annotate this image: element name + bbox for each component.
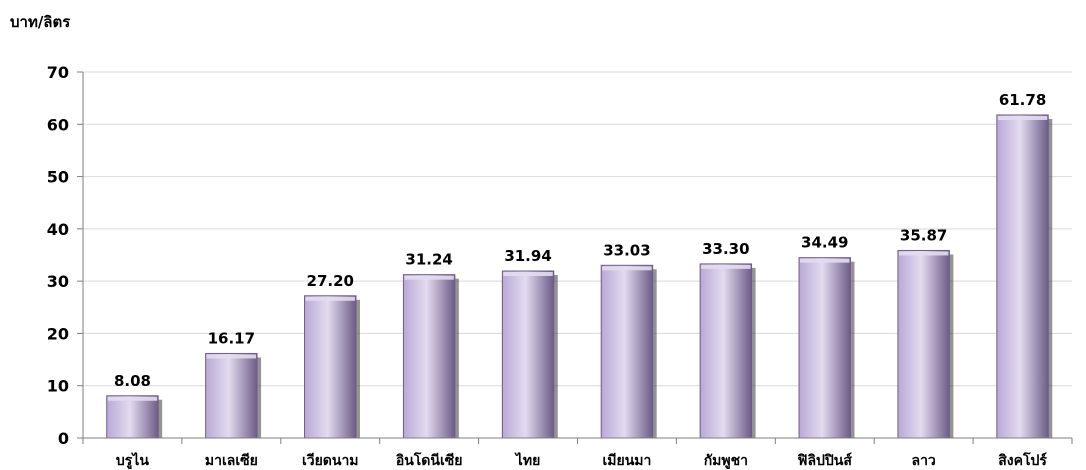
bar — [304, 295, 357, 439]
bar-value-label: 8.08 — [114, 372, 151, 390]
bar-value-label: 34.49 — [801, 234, 848, 252]
x-category-label: เวียดนาม — [302, 453, 359, 469]
x-category-label: บรูไน — [116, 451, 149, 469]
bar-value-label: 33.30 — [702, 240, 749, 258]
bar — [402, 274, 456, 439]
bar — [699, 263, 753, 439]
bar — [600, 264, 654, 439]
bar-top-bevel — [898, 251, 949, 256]
bar-top-bevel — [602, 266, 652, 271]
bar-top-bevel — [800, 258, 850, 263]
labels: 0 10 20 30 40 50 60 70 8.08 บรูไน 16.17 มาเลเซีย 27.… — [47, 63, 1048, 469]
bar — [798, 257, 851, 439]
axes — [77, 71, 1073, 444]
y-tick-label: 10 — [47, 377, 69, 396]
x-category-label: อินโดนีเซีย — [395, 451, 462, 469]
x-category-label: กัมพูชา — [704, 453, 748, 469]
y-tick-label: 0 — [58, 429, 69, 448]
bar — [501, 270, 555, 439]
bar-value-label: 31.94 — [504, 247, 551, 265]
bar — [106, 395, 159, 439]
x-category-label: สิงคโปร์ — [998, 451, 1048, 469]
bar-value-label: 31.24 — [405, 251, 452, 269]
bar — [205, 352, 258, 439]
bar-value-label: 33.03 — [603, 241, 650, 259]
y-tick-label: 30 — [47, 272, 69, 291]
bar-top-bevel — [997, 115, 1048, 120]
y-tick-label: 60 — [47, 115, 69, 134]
x-category-label: ลาว — [911, 453, 935, 469]
bar-value-label: 61.78 — [999, 91, 1046, 109]
x-category-label: มาเลเซีย — [205, 453, 258, 469]
bar-top-bevel — [305, 296, 355, 301]
bar-top-bevel — [404, 275, 454, 280]
bars — [106, 114, 1053, 439]
bar-value-label: 35.87 — [900, 226, 947, 244]
y-tick-label: 70 — [47, 63, 69, 82]
bar — [897, 249, 950, 439]
x-category-label: ไทย — [514, 451, 540, 469]
bar-top-bevel — [107, 396, 158, 401]
x-category-label: เมียนมา — [603, 453, 652, 469]
bar-value-label: 16.17 — [208, 329, 255, 347]
bar — [996, 114, 1049, 439]
y-tick-label: 40 — [47, 220, 69, 239]
bar-top-bevel — [503, 271, 553, 276]
x-category-label: ฟิลิปปินส์ — [797, 452, 853, 469]
bar-top-bevel — [206, 354, 257, 359]
y-tick-label: 20 — [47, 324, 69, 343]
bar-top-bevel — [701, 264, 751, 269]
y-tick-label: 50 — [47, 168, 69, 187]
bar-value-label: 27.20 — [307, 272, 354, 290]
y-axis-unit-label: บาท/ลิตร — [10, 13, 71, 31]
